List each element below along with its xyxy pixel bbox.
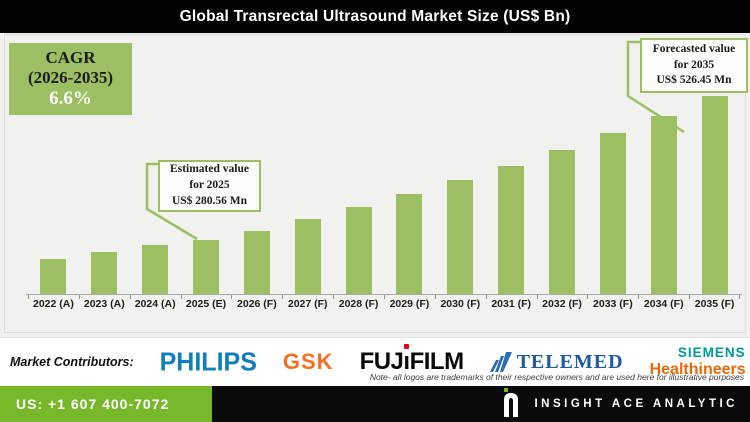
x-labels: 2022 (A) 2023 (A) 2024 (A) 2025 (E) 2026 (F)…	[28, 295, 740, 311]
bar-2022	[40, 258, 67, 294]
trademark-note: Note- all logos are trademarks of their …	[369, 372, 744, 382]
bar-2033	[599, 133, 626, 294]
bar-2034	[650, 115, 677, 294]
bar-column	[689, 94, 740, 294]
insight-ace-logo-icon	[502, 388, 520, 417]
x-label: 2025 (E)	[180, 295, 232, 311]
siemens-text: SIEMENS	[677, 345, 746, 361]
brand-name: INSIGHT ACE ANALYTIC	[534, 398, 738, 410]
bar-column	[384, 94, 435, 294]
estimated-callout-line2: for 2025	[189, 179, 230, 192]
x-label: 2026 (F)	[231, 295, 282, 311]
market-contributors-strip: Market Contributors: PHILIPS GSK FUJı FIL…	[0, 337, 750, 386]
market-contributors-label: Market Contributors:	[10, 355, 134, 369]
bar-2024	[142, 244, 169, 294]
telemed-waves-icon	[489, 352, 512, 372]
logo-green-square-icon	[504, 388, 509, 392]
x-label: 2033 (F)	[587, 295, 638, 311]
fujifilm-text-1: FUJ	[359, 348, 404, 375]
fujifilm-i-glyph: ı	[403, 348, 410, 375]
bar-column	[28, 94, 79, 294]
fujifilm-logo: FUJı FILM	[359, 344, 464, 376]
estimated-callout-value: US$ 280.56 Mn	[171, 194, 248, 207]
gsk-logo: GSK	[282, 349, 334, 374]
cagr-box: CAGR (2026-2035) 6.6%	[9, 43, 132, 115]
estimated-callout-line1: Estimated value	[170, 163, 249, 176]
bar-2023	[91, 251, 118, 294]
x-label: 2027 (F)	[282, 295, 333, 311]
siemens-healthineers-text: SIEMENS Healthineers	[650, 346, 746, 378]
forecasted-value-callout: Forecasted value for 2035 US$ 526.45 Mn	[640, 38, 748, 93]
bar-2029	[396, 194, 423, 294]
healthineers-text: Healthineers	[649, 360, 746, 378]
x-label: 2030 (F)	[434, 295, 486, 311]
bars	[28, 94, 740, 294]
cagr-period: (2026-2035)	[28, 68, 113, 88]
bar-2025	[193, 239, 219, 294]
siemens-healthineers-logo: SIEMENS Healthineers	[650, 346, 750, 378]
x-label: 2032 (F)	[536, 295, 588, 311]
philips-logo: PHILIPS	[159, 346, 257, 377]
phone-number: US: +1 607 400-7072	[16, 396, 170, 412]
bar-2027	[294, 219, 321, 294]
x-label: 2031 (F)	[485, 295, 537, 311]
bar-column	[587, 94, 638, 294]
forecast-callout-value: US$ 526.45 Mn	[656, 74, 732, 87]
bar-2032	[549, 150, 576, 294]
x-label: 2022 (A)	[28, 295, 79, 311]
bar-2028	[345, 207, 372, 294]
estimated-value-callout: Estimated value for 2025 US$ 280.56 Mn	[158, 160, 261, 212]
bar-2030	[447, 180, 474, 294]
fujifilm-i: ı	[403, 344, 410, 376]
x-label: 2024 (A)	[129, 295, 181, 311]
bar-2031	[498, 165, 525, 294]
insight-ace-a-glyph	[504, 393, 519, 417]
x-label: 2034 (F)	[638, 295, 689, 311]
bar-2026	[243, 230, 270, 294]
telemed-text: TELEMED	[516, 350, 624, 373]
bar-column	[79, 94, 130, 294]
x-axis-line	[26, 294, 742, 295]
bar-column	[282, 94, 333, 294]
x-label: 2028 (F)	[333, 295, 384, 311]
bar-column	[486, 94, 537, 294]
telemed-logo: TELEMED	[489, 350, 624, 374]
contact-bar: US: +1 607 400-7072	[0, 386, 212, 422]
forecast-callout-line1: Forecasted value	[652, 42, 736, 55]
x-label: 2029 (F)	[384, 295, 435, 311]
bar-column	[181, 94, 232, 294]
x-label: 2023 (A)	[78, 295, 130, 311]
x-label: 2035 (F)	[689, 295, 740, 311]
bar-column	[638, 94, 689, 294]
bar-column	[435, 94, 486, 294]
bar-column	[130, 94, 181, 294]
cagr-label: CAGR	[45, 47, 96, 67]
fujifilm-red-dot-icon	[403, 344, 409, 349]
fujifilm-text-2: FILM	[409, 348, 464, 375]
bar-2035	[701, 96, 728, 294]
cagr-value: 6.6%	[49, 88, 92, 110]
bar-column	[231, 94, 282, 294]
bar-column	[333, 94, 384, 294]
brand-bar: INSIGHT ACE ANALYTIC	[212, 386, 750, 422]
bar-column	[537, 94, 588, 294]
forecast-callout-line2: for 2035	[673, 58, 715, 71]
page-title: Global Transrectal Ultrasound Market Siz…	[0, 0, 750, 33]
